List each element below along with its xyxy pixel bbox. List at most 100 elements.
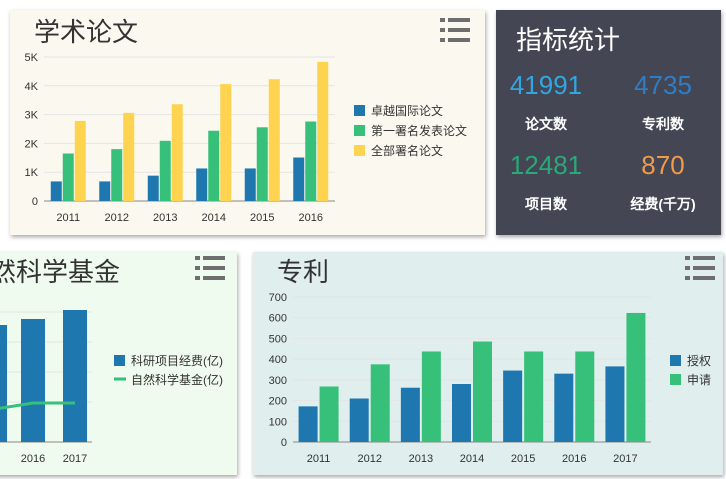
x-tick-label: 2016	[299, 212, 323, 224]
fund-panel: 然科学基金 520162017科研项目经费(亿)自然科学基金(亿)	[0, 252, 237, 475]
bar	[74, 120, 86, 201]
bar	[171, 104, 183, 201]
bar	[452, 384, 471, 442]
x-tick-label: 2016	[562, 453, 586, 465]
x-tick-label: 2012	[357, 453, 381, 465]
y-tick-label: 0	[32, 196, 38, 208]
legend-swatch	[354, 105, 365, 116]
y-tick-label: 300	[269, 375, 287, 387]
x-tick-label: 2017	[63, 453, 87, 465]
legend-swatch	[354, 145, 365, 156]
bar	[99, 181, 111, 201]
bar	[317, 61, 329, 202]
legend-label: 全部署名论文	[371, 143, 443, 158]
legend-swatch	[114, 355, 125, 366]
list-menu-icon[interactable]	[195, 256, 225, 280]
legend-swatch	[670, 374, 681, 385]
stats-panel: 指标统计 41991 论文数 4735 专利数 12481 项目数 870 经费(千万)	[496, 10, 721, 235]
y-tick-label: 700	[269, 292, 287, 304]
bar	[21, 319, 45, 442]
bar	[349, 398, 369, 442]
stat-value: 41991	[509, 70, 583, 100]
patents-chart: 0 100 200 300 400 500 600 700 2011 2012 2013 2014 20…	[269, 292, 711, 465]
legend-label: 卓越国际论文	[371, 103, 443, 118]
x-tick-label: 2015	[250, 212, 274, 224]
patents-title: 专利	[277, 257, 330, 287]
stat-value: 4735	[634, 70, 692, 100]
bar	[208, 130, 220, 201]
bar	[147, 175, 159, 201]
bar	[244, 168, 256, 201]
y-tick-label: 4K	[25, 81, 39, 93]
y-tick-label: 3K	[25, 110, 39, 122]
bar	[256, 127, 268, 201]
y-tick-label: 1K	[25, 167, 39, 179]
stat-value: 870	[641, 150, 685, 180]
bar	[370, 364, 390, 442]
list-menu-icon[interactable]	[685, 256, 715, 280]
bar	[298, 406, 318, 442]
bar	[123, 112, 135, 201]
bar	[421, 351, 441, 442]
bar	[196, 168, 208, 201]
bar	[268, 79, 280, 201]
list-menu-icon[interactable]	[440, 18, 470, 42]
stat-label: 项目数	[525, 196, 567, 212]
bar	[473, 341, 492, 442]
x-tick-label: 2014	[202, 212, 226, 224]
series-line	[0, 401, 75, 410]
bar	[63, 310, 87, 442]
stat-label: 论文数	[525, 116, 567, 132]
x-tick-label: 2014	[460, 453, 484, 465]
stats-title: 指标统计	[516, 25, 621, 55]
bar	[220, 84, 232, 201]
bar	[62, 153, 74, 201]
bar	[575, 351, 595, 442]
papers-chart: 0 1K 2K 3K 4K 5K 2011 2012 2013 2014 2015 2016 卓越国际论…	[25, 52, 467, 224]
fund-title: 然科学基金	[0, 257, 121, 287]
bar	[293, 157, 305, 201]
bar	[111, 149, 123, 201]
x-tick-label: 2013	[409, 453, 433, 465]
legend-label: 科研项目经费(亿)	[131, 353, 223, 368]
legend-swatch	[354, 125, 365, 136]
bar	[524, 351, 544, 442]
bar	[305, 121, 317, 201]
y-tick-label: 5K	[25, 52, 39, 64]
bar	[605, 366, 625, 442]
legend-label: 申请	[687, 373, 711, 387]
stat-value: 12481	[509, 150, 583, 180]
x-tick-label: 2011	[56, 212, 80, 224]
x-tick-label: 2015	[511, 453, 535, 465]
y-tick-label: 100	[269, 416, 287, 428]
x-tick-label: 2016	[21, 453, 45, 465]
bar	[400, 387, 420, 442]
legend-label: 自然科学基金(亿)	[131, 372, 223, 387]
papers-title: 学术论文	[34, 17, 139, 47]
bar	[50, 181, 62, 201]
fund-chart: 520162017科研项目经费(亿)自然科学基金(亿)	[0, 310, 223, 465]
y-tick-label: 200	[269, 396, 287, 408]
bar	[159, 140, 171, 201]
x-tick-label: 2013	[153, 212, 177, 224]
papers-panel: 学术论文 0 1K 2K 3K 4K 5K 2011 2012 2013 2014 2015 2016…	[10, 10, 485, 235]
y-tick-label: 600	[269, 313, 287, 325]
stat-label: 经费(千万)	[630, 196, 696, 212]
y-tick-label: 2K	[25, 138, 39, 150]
legend-label: 授权	[687, 353, 711, 368]
legend-label: 第一署名发表论文	[371, 123, 467, 138]
legend-swatch	[670, 355, 681, 366]
bar	[626, 312, 646, 442]
x-tick-label: 2012	[105, 212, 129, 224]
x-tick-label: 2011	[307, 453, 331, 465]
y-tick-label: 400	[269, 354, 287, 366]
bar	[319, 386, 339, 442]
x-tick-label: 2017	[613, 453, 637, 465]
y-tick-label: 0	[281, 437, 287, 449]
bar	[0, 325, 7, 442]
y-tick-label: 500	[269, 333, 287, 345]
bar	[503, 370, 523, 442]
stat-label: 专利数	[642, 116, 684, 132]
patents-panel: 专利 0 100 200 300 400 500 600 700 2011 2012 2013 201…	[253, 252, 723, 475]
bar	[554, 373, 574, 442]
